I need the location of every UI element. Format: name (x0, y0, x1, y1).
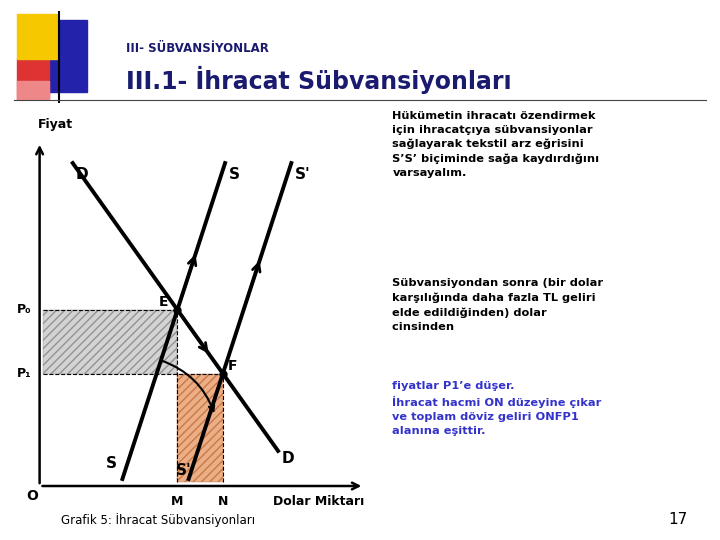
Text: F: F (228, 359, 238, 373)
Text: Sübvansiyondan sonra (bir dolar
karşılığında daha fazla TL geliri
elde edildiğin: Sübvansiyondan sonra (bir dolar karşılığ… (392, 278, 603, 332)
Text: 17: 17 (668, 512, 688, 527)
Text: P₁: P₁ (17, 367, 32, 380)
Text: III.1- İhracat Sübvansiyonları: III.1- İhracat Sübvansiyonları (126, 66, 512, 94)
Text: D: D (76, 166, 89, 181)
Text: D: D (282, 451, 294, 466)
Text: Fiyat: Fiyat (38, 118, 73, 131)
Text: III- SÜBVANSİYONLAR: III- SÜBVANSİYONLAR (126, 42, 269, 55)
Bar (48, 20, 88, 92)
Bar (17, 15, 57, 58)
Text: P₀: P₀ (17, 303, 32, 316)
Text: M: M (171, 495, 184, 508)
Text: E: E (159, 295, 168, 309)
Text: S': S' (294, 166, 310, 181)
Text: S': S' (176, 463, 191, 478)
Text: fiyatlar P1’e düşer.
İhracat hacmi ON düzeyine çıkar
ve toplam döviz geliri ONFP: fiyatlar P1’e düşer. İhracat hacmi ON dü… (392, 381, 602, 436)
Text: Dolar Miktarı: Dolar Miktarı (273, 495, 364, 508)
Text: S: S (106, 456, 117, 471)
Polygon shape (43, 310, 177, 374)
Text: Grafik 5: İhracat Sübvansiyonları: Grafik 5: İhracat Sübvansiyonları (61, 513, 256, 527)
Text: N: N (217, 495, 228, 508)
Bar (17, 58, 48, 99)
Polygon shape (177, 374, 223, 483)
Bar (17, 80, 48, 99)
Text: S: S (228, 166, 239, 181)
Text: Hükümetin ihracatı özendirmek
için ihracatçıya sübvansiyonlar
sağlayarak tekstil: Hükümetin ihracatı özendirmek için ihrac… (392, 111, 600, 178)
Text: O: O (27, 489, 38, 503)
